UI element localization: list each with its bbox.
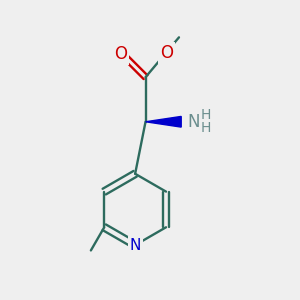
Polygon shape xyxy=(146,116,181,127)
Text: H: H xyxy=(201,121,211,135)
Text: N: N xyxy=(188,113,200,131)
Text: O: O xyxy=(114,45,128,63)
Text: N: N xyxy=(130,238,141,253)
Text: O: O xyxy=(160,44,172,62)
Text: H: H xyxy=(201,108,211,122)
